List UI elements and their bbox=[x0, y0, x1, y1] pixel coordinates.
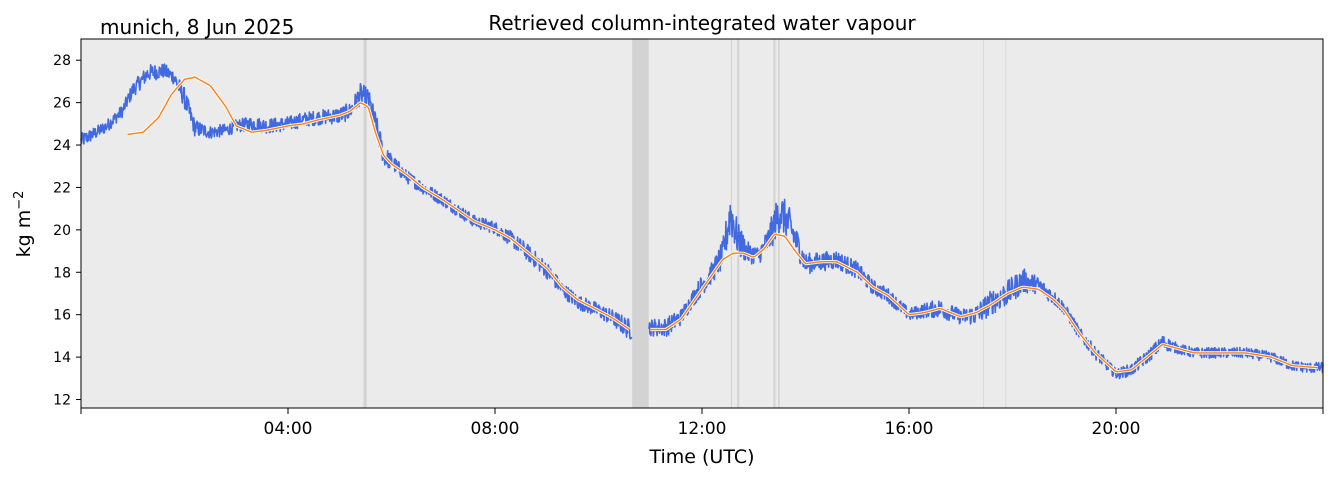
x-tick-label: 20:00 bbox=[1092, 419, 1141, 439]
location-date-label: munich, 8 Jun 2025 bbox=[100, 15, 294, 39]
y-tick-label: 22 bbox=[53, 180, 71, 196]
gap-band-0 bbox=[363, 39, 367, 408]
gap-band-7 bbox=[1005, 39, 1007, 408]
x-tick-label: 12:00 bbox=[678, 419, 727, 439]
x-tick-label: 08:00 bbox=[471, 419, 520, 439]
x-axis-label: Time (UTC) bbox=[648, 446, 754, 468]
y-axis-label-exponent: −2 bbox=[12, 191, 27, 210]
x-tick-label: 04:00 bbox=[264, 419, 313, 439]
gap-band-6 bbox=[983, 39, 985, 408]
x-tick-label: 16:00 bbox=[885, 419, 934, 439]
y-axis: 12 14 16 18 20 22 24 26 28 bbox=[53, 53, 81, 409]
smoothed-line-0 bbox=[127, 76, 630, 331]
smoothed-series bbox=[127, 75, 1318, 374]
y-tick-label: 14 bbox=[53, 350, 71, 366]
plot-background bbox=[81, 39, 1323, 408]
y-tick-label: 18 bbox=[53, 265, 71, 281]
y-axis-label-unit: kg m bbox=[13, 210, 35, 258]
y-tick-label: 24 bbox=[53, 138, 71, 154]
x-axis: 04:00 08:00 12:00 16:00 20:00 bbox=[80, 408, 1324, 439]
y-tick-label: 12 bbox=[53, 393, 71, 409]
smoothed-line-1 bbox=[650, 233, 1318, 373]
y-axis-label: kg m−2 bbox=[12, 191, 35, 258]
chart-title: Retrieved column-integrated water vapour bbox=[488, 11, 916, 35]
y-tick-label: 20 bbox=[53, 223, 71, 239]
gap-band-1 bbox=[632, 39, 649, 408]
y-tick-label: 28 bbox=[53, 53, 71, 69]
gap-band-3 bbox=[737, 39, 740, 408]
y-tick-label: 26 bbox=[53, 96, 71, 112]
y-tick-label: 16 bbox=[53, 308, 71, 324]
